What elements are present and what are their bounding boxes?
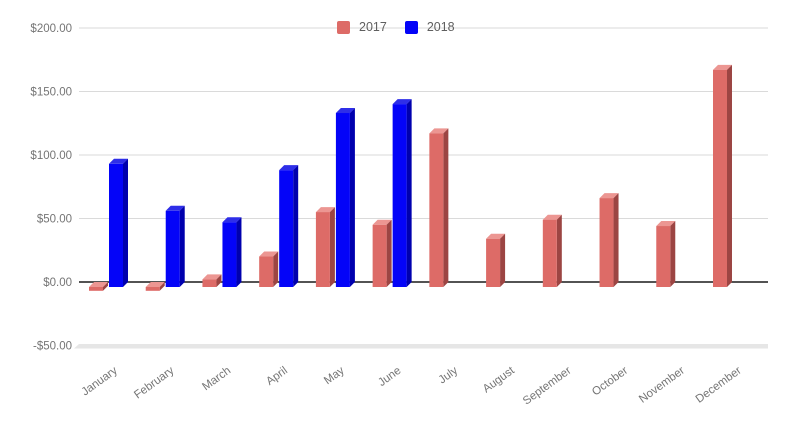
y-axis-tick-label: $100.00 [30,150,72,162]
bar-2017-february[interactable] [145,282,165,291]
bar-2017-march[interactable] [202,274,222,287]
x-axis-month-label: August [481,364,518,395]
legend-swatch-2018 [404,21,418,34]
bar-2017-april[interactable] [259,251,279,287]
x-axis-month-label: February [132,365,176,402]
x-axis-month-label: December [694,365,744,406]
bar-2017-october[interactable] [599,193,619,287]
bar-2017-july[interactable] [429,128,449,287]
x-axis-month-label: September [521,365,574,408]
bar-2018-may[interactable] [335,108,355,287]
bar-2017-september[interactable] [542,214,562,287]
y-axis-tick-label: $150.00 [30,87,72,99]
legend-label-2017: 2017 [359,20,387,34]
bar-2017-august[interactable] [486,233,506,287]
y-axis-tick-label: $200.00 [30,23,72,35]
x-axis-month-label: June [376,365,403,389]
chart-legend: 2017 2018 [337,21,455,34]
chart-floor-edge [74,344,768,349]
legend-swatch-2017 [337,21,350,34]
legend-item-2018[interactable]: 2018 [404,20,455,34]
bar-2018-february[interactable] [165,205,185,287]
bar-2017-january[interactable] [89,282,108,291]
bar-2017-december[interactable] [712,64,732,287]
bar-2017-november[interactable] [656,221,676,287]
legend-label-2018: 2018 [426,20,455,34]
bar-2018-june[interactable] [392,99,412,288]
bar-2018-january[interactable] [109,158,128,287]
x-axis-month-label: May [322,365,347,388]
x-axis-month-label: January [80,365,120,399]
x-axis-month-label: July [437,365,461,387]
bar-2018-april[interactable] [279,165,299,287]
x-axis-month-label: October [590,365,630,399]
x-axis-month-label: November [637,365,687,406]
y-axis-tick-label: -$50.00 [33,341,72,353]
y-axis-tick-label: $0.00 [43,277,72,289]
bar-2017-may[interactable] [315,207,335,287]
bar-2018-march[interactable] [222,217,242,287]
x-axis-month-label: March [200,365,233,393]
bar-2017-june[interactable] [372,219,392,287]
y-axis-tick-label: $50.00 [37,214,72,226]
legend-item-2017[interactable]: 2017 [337,21,387,34]
x-axis-month-label: April [264,365,290,388]
